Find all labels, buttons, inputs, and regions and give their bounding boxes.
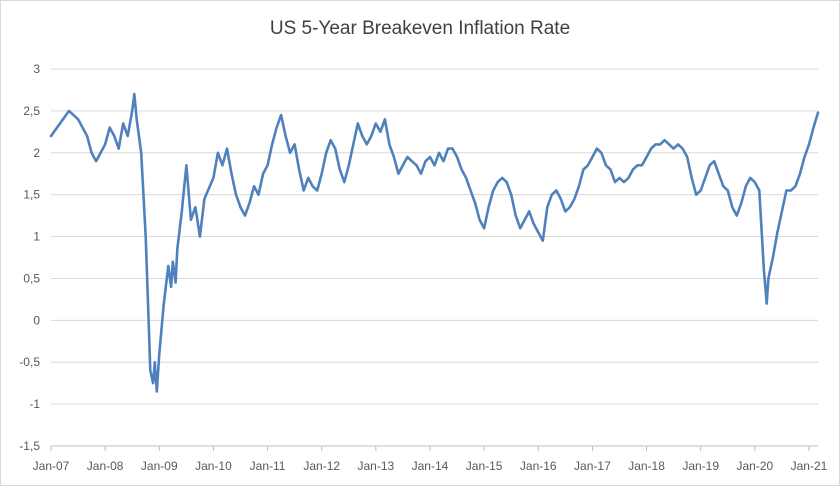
x-tick-label: Jan-17 — [574, 459, 611, 473]
x-tick-label: Jan-07 — [33, 459, 70, 473]
x-axis — [50, 445, 818, 451]
x-tick-label: Jan-14 — [412, 459, 449, 473]
x-axis-tick-labels: Jan-07 Jan-08 Jan-09 Jan-10 Jan-11 Jan-12 Jan-… — [33, 459, 828, 473]
x-tick-label: Jan-08 — [87, 459, 124, 473]
y-tick-label: 1,5 — [23, 188, 40, 202]
x-tick-label: Jan-10 — [195, 459, 232, 473]
y-tick-label: 2 — [33, 146, 40, 160]
x-tick-label: Jan-15 — [466, 459, 503, 473]
x-tick-label: Jan-21 — [791, 459, 828, 473]
y-tick-label: -0,5 — [19, 355, 40, 369]
series-line-0 — [49, 92, 820, 393]
x-tick-label: Jan-12 — [303, 459, 340, 473]
gridlines — [51, 68, 818, 405]
x-tick-label: Jan-13 — [357, 459, 394, 473]
x-tick-label: Jan-20 — [736, 459, 773, 473]
y-tick-label: 0,5 — [23, 271, 40, 285]
x-tick-label: Jan-09 — [141, 459, 178, 473]
y-axis-tick-labels: 3 2,5 2 1,5 1 0,5 0 -0,5 -1 -1,5 — [19, 62, 40, 453]
chart-title: US 5-Year Breakeven Inflation Rate — [269, 18, 571, 39]
y-tick-label: 0 — [33, 313, 40, 327]
y-tick-label: 3 — [33, 62, 40, 76]
series-layer — [49, 92, 820, 393]
x-tick-label: Jan-16 — [520, 459, 557, 473]
x-tick-label: Jan-11 — [250, 459, 286, 473]
y-tick-label: -1,5 — [19, 439, 40, 453]
y-tick-label: 1 — [33, 230, 40, 244]
x-tick-label: Jan-19 — [682, 459, 719, 473]
y-tick-label: 2,5 — [23, 104, 40, 118]
x-tick-label: Jan-18 — [628, 459, 665, 473]
y-tick-label: -1 — [29, 397, 40, 411]
